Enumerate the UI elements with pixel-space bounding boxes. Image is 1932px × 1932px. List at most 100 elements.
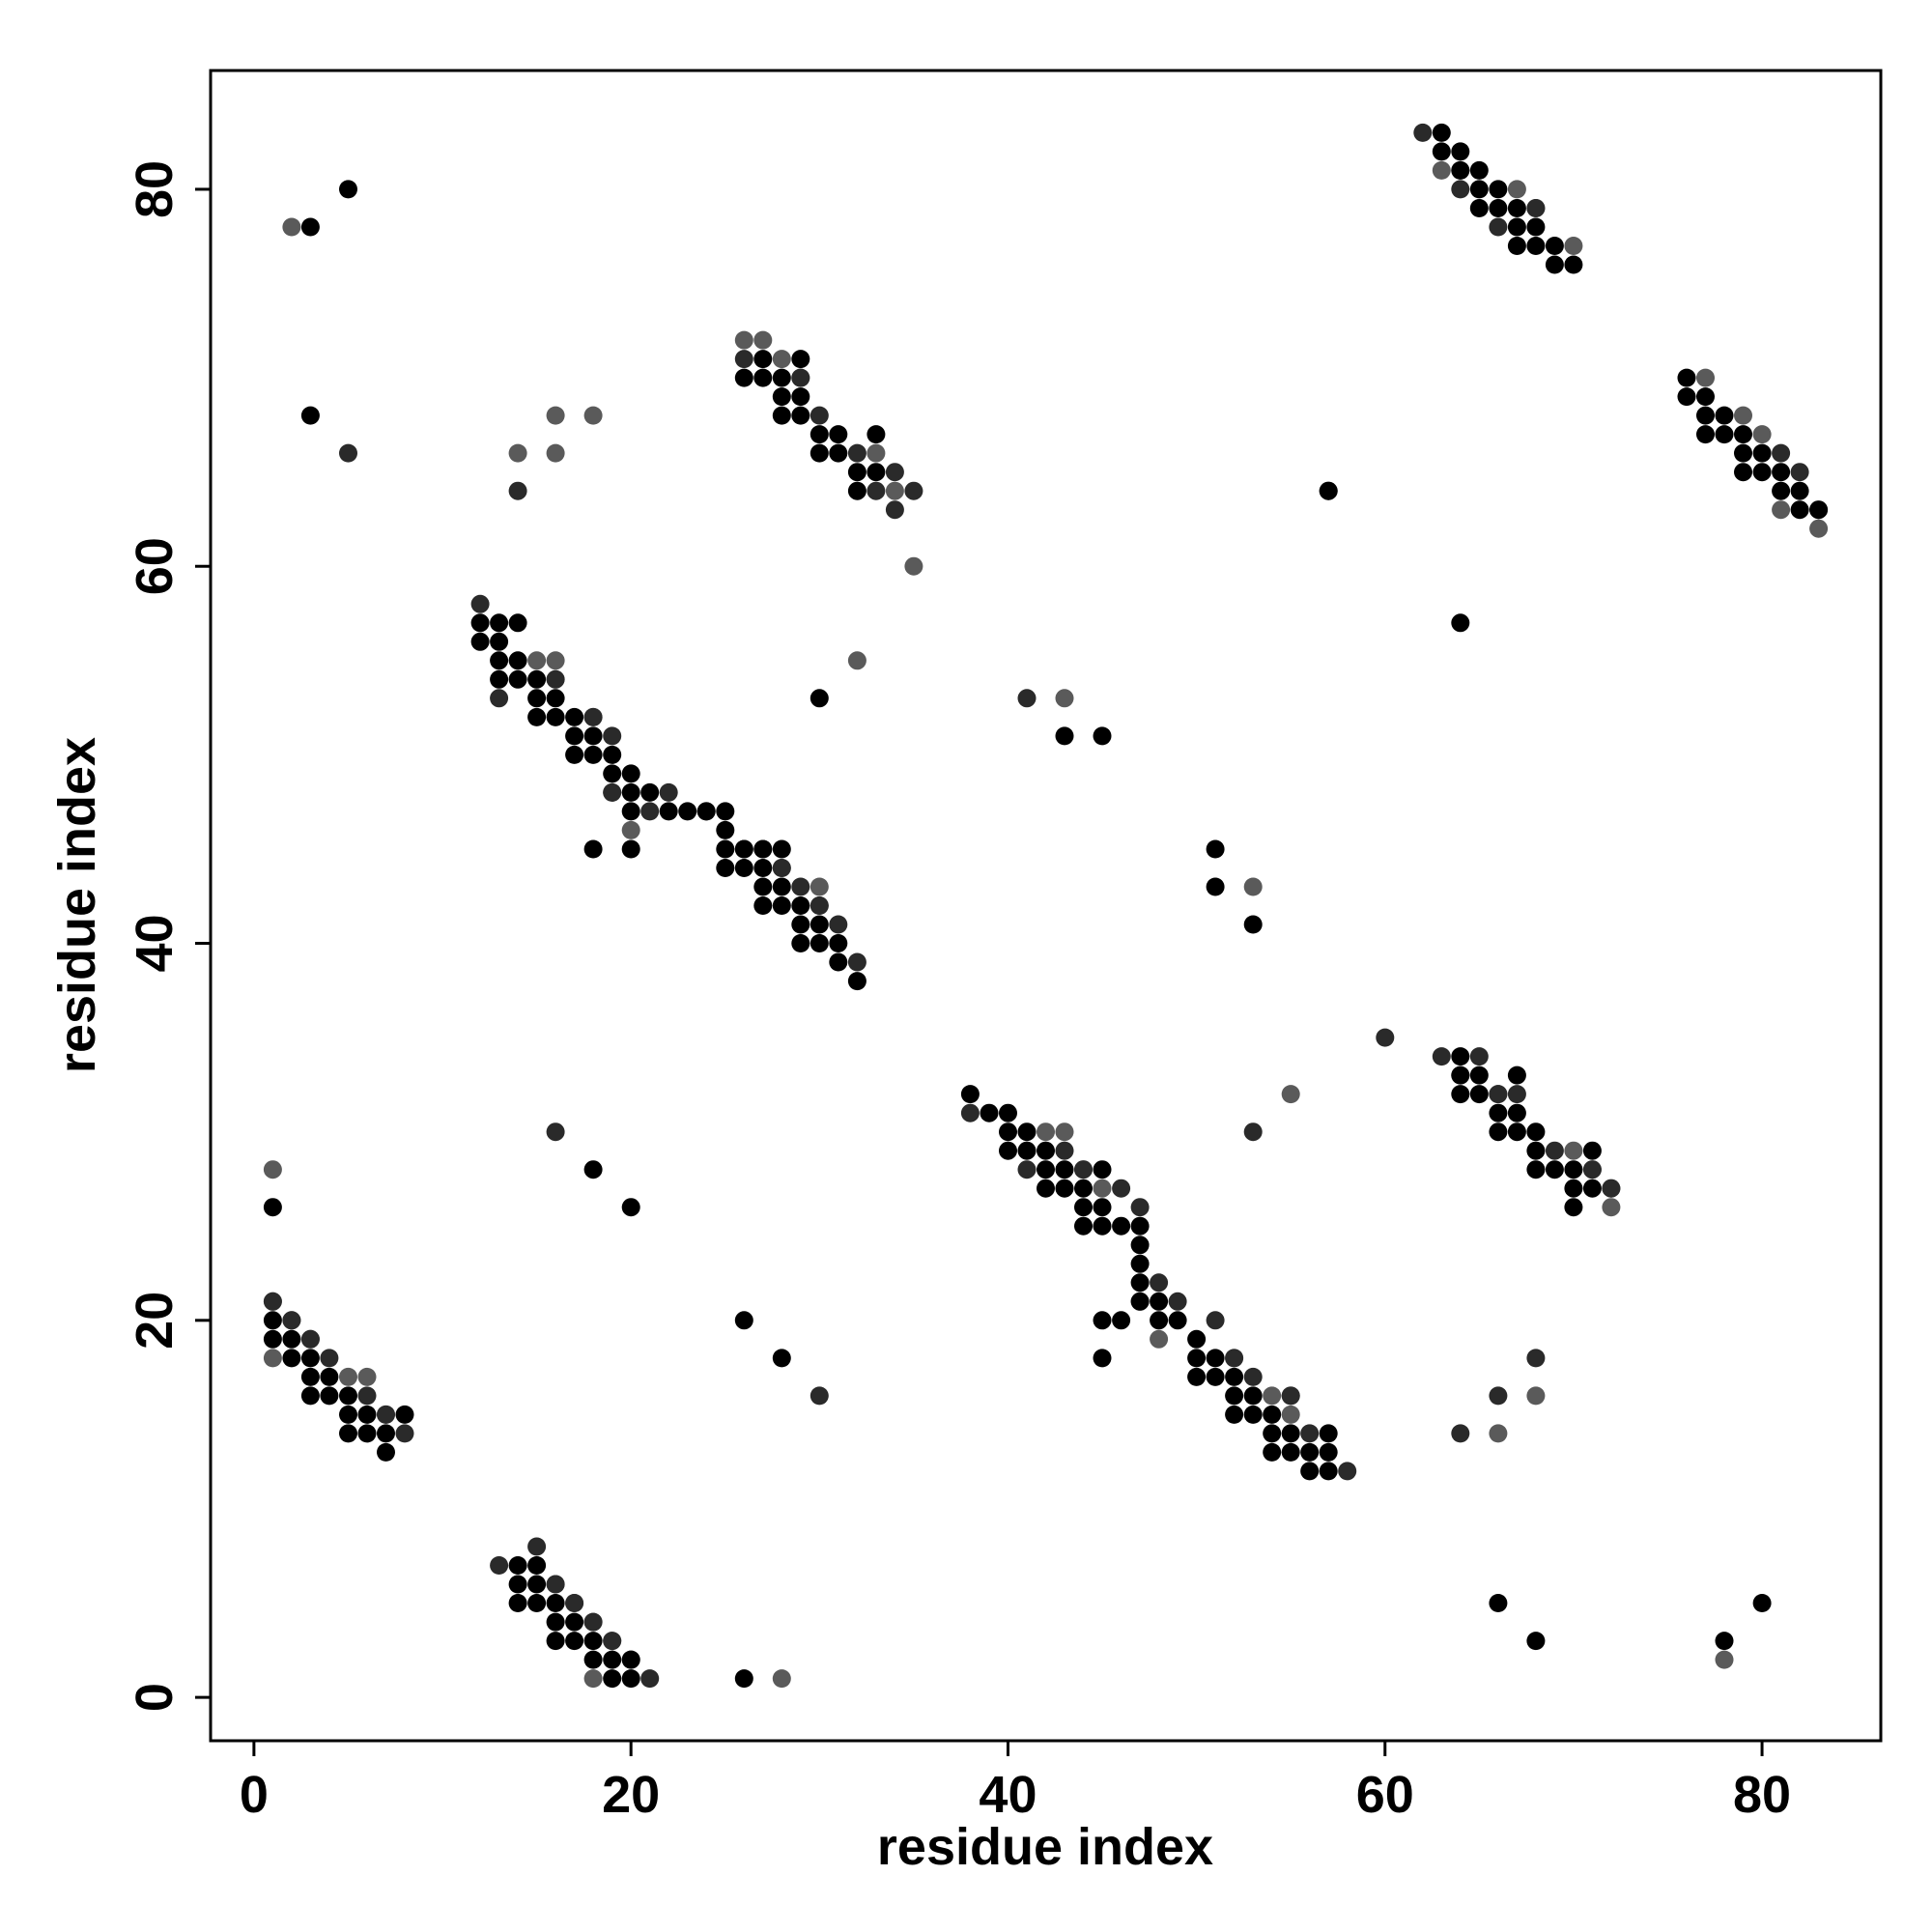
contact-point	[1225, 1349, 1244, 1368]
contact-point	[1526, 1160, 1546, 1179]
contact-point	[603, 764, 622, 783]
contact-point	[1526, 1632, 1546, 1651]
contact-point	[640, 802, 660, 821]
contact-point	[885, 481, 904, 500]
contact-point	[1093, 1198, 1112, 1217]
contact-point	[810, 1386, 829, 1406]
contact-point	[1752, 1594, 1772, 1612]
contact-point	[357, 1386, 377, 1406]
contact-point	[1130, 1216, 1150, 1236]
contact-point	[1677, 368, 1696, 387]
contact-point	[772, 896, 791, 915]
contact-point	[508, 1556, 527, 1575]
contact-point	[1263, 1442, 1282, 1462]
contact-point	[999, 1141, 1017, 1160]
contact-point	[565, 1612, 584, 1632]
contact-point	[621, 839, 640, 859]
contact-point	[1582, 1141, 1602, 1160]
contact-point	[1281, 1085, 1300, 1104]
contact-point	[829, 443, 848, 463]
contact-point	[1225, 1386, 1244, 1406]
contact-point	[1319, 1424, 1338, 1443]
contact-point	[583, 1669, 603, 1689]
contact-point	[339, 1405, 357, 1424]
contact-point	[1715, 406, 1734, 425]
contact-point	[320, 1349, 339, 1368]
contact-point	[1093, 1216, 1112, 1236]
contact-point	[621, 1198, 640, 1217]
contact-point	[357, 1405, 377, 1424]
contact-point	[1526, 199, 1546, 217]
contact-point	[1243, 877, 1263, 896]
contact-point	[603, 1669, 622, 1689]
contact-point	[546, 406, 565, 425]
contact-point	[263, 1329, 282, 1349]
contact-point	[1338, 1462, 1357, 1481]
contact-point	[904, 556, 923, 576]
contact-point	[1790, 481, 1809, 500]
contact-point	[696, 802, 716, 821]
contact-point	[621, 802, 640, 821]
contact-point	[1451, 142, 1470, 161]
contact-point	[1432, 123, 1451, 142]
contact-point	[1677, 387, 1696, 407]
contact-point	[1432, 142, 1451, 161]
contact-point	[377, 1442, 395, 1462]
contact-point	[734, 350, 753, 369]
contact-point	[565, 726, 584, 746]
contact-point	[603, 726, 622, 746]
contact-point	[1130, 1273, 1150, 1293]
contact-point	[659, 782, 678, 802]
contact-point	[1489, 217, 1508, 237]
contact-point	[490, 669, 509, 689]
contact-point	[772, 877, 791, 896]
contact-point	[527, 1594, 547, 1612]
contact-point	[1168, 1292, 1187, 1311]
contact-point	[1489, 1085, 1508, 1104]
contact-point	[1130, 1292, 1150, 1311]
contact-point	[1130, 1254, 1150, 1273]
contact-point	[1319, 1462, 1338, 1481]
contact-point	[1507, 237, 1526, 255]
contact-point	[1055, 1160, 1074, 1179]
contact-point	[1150, 1329, 1169, 1349]
contact-point	[734, 368, 753, 387]
contact-point	[772, 406, 791, 425]
contact-point	[1074, 1179, 1093, 1198]
contact-point	[1772, 481, 1791, 500]
contact-point	[527, 651, 547, 670]
contact-point	[734, 839, 753, 859]
contact-point	[527, 1537, 547, 1556]
contact-point	[339, 443, 357, 463]
contact-point	[810, 689, 829, 708]
contact-point	[1206, 1367, 1225, 1386]
contact-point	[791, 368, 810, 387]
contact-point	[829, 915, 848, 934]
contact-point	[565, 1632, 584, 1651]
y-tick-label: 0	[126, 1683, 184, 1712]
contact-point	[810, 406, 829, 425]
contact-point	[603, 1650, 622, 1669]
contact-point	[1507, 217, 1526, 237]
contact-point	[583, 1632, 603, 1651]
contact-point	[1564, 1160, 1583, 1179]
y-tick-label: 20	[126, 1292, 184, 1350]
contact-point	[1206, 1349, 1225, 1368]
contact-point	[1715, 1650, 1734, 1669]
contact-point	[583, 839, 603, 859]
contact-point	[753, 368, 773, 387]
contact-point	[282, 1349, 301, 1368]
contact-point	[282, 1311, 301, 1330]
contact-point	[621, 764, 640, 783]
contact-point	[659, 802, 678, 821]
contact-point	[621, 782, 640, 802]
contact-point	[1281, 1442, 1300, 1462]
contact-point	[1790, 463, 1809, 482]
contact-point	[1507, 1085, 1526, 1104]
contact-point	[810, 896, 829, 915]
contact-point	[678, 802, 697, 821]
contact-point	[546, 443, 565, 463]
contact-point	[621, 1650, 640, 1669]
contact-point	[1300, 1442, 1320, 1462]
